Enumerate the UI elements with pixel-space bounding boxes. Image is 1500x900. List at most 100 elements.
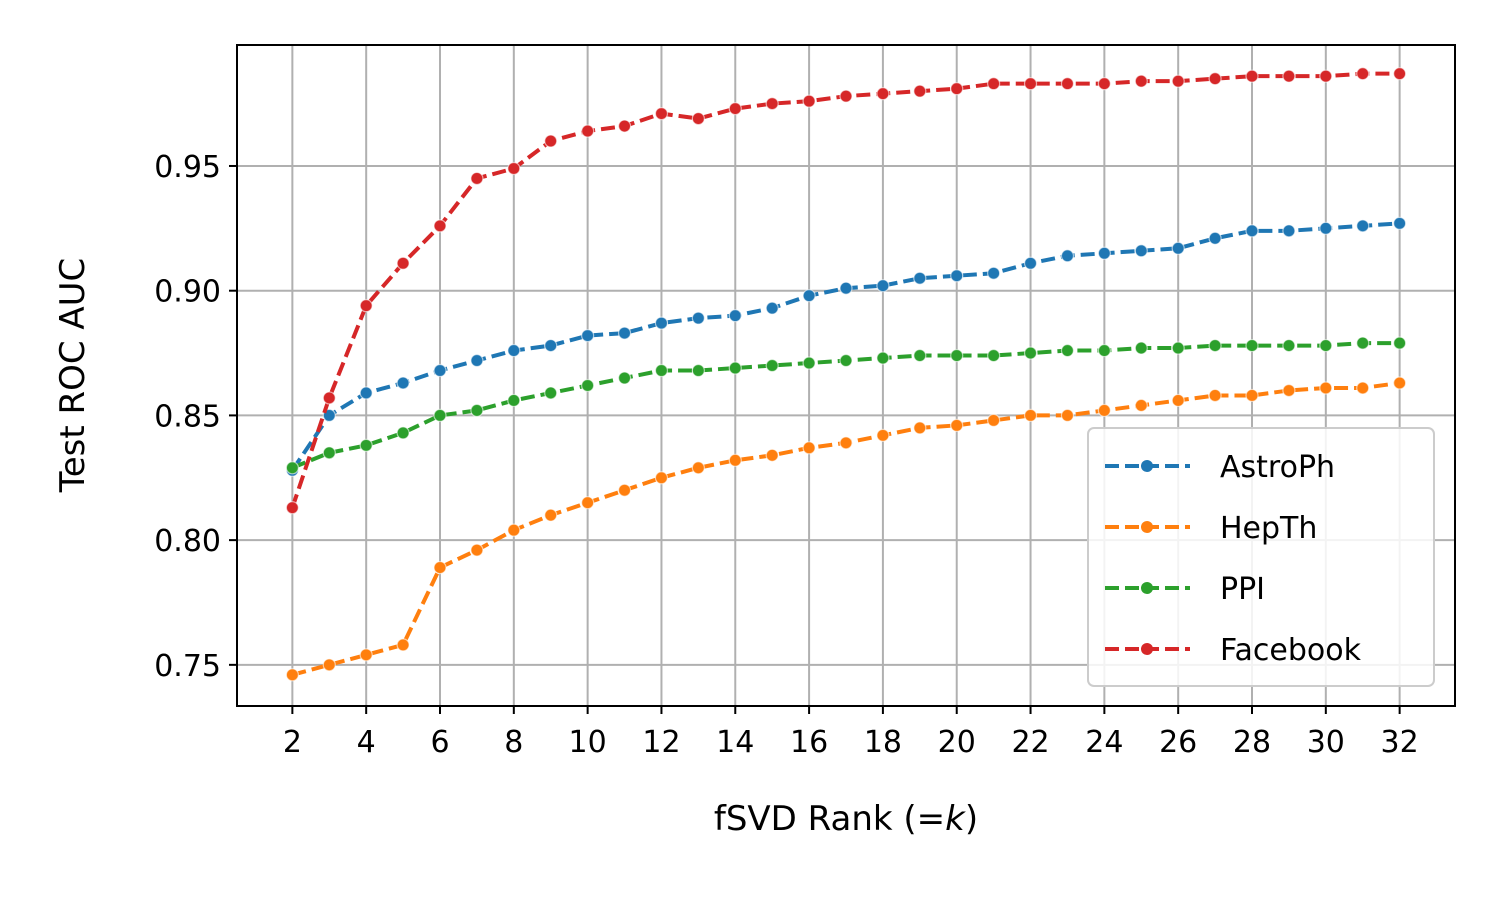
data-point — [728, 309, 742, 323]
data-point — [1208, 231, 1222, 245]
x-axis-label-main: fSVD Rank (= — [714, 799, 945, 839]
data-point — [1171, 241, 1185, 255]
x-tick-label: 24 — [1085, 725, 1123, 760]
legend-marker-ppi — [1141, 582, 1153, 594]
data-point — [913, 84, 927, 98]
data-point — [544, 386, 558, 400]
data-point — [802, 289, 816, 303]
data-point — [1393, 67, 1407, 81]
data-point — [507, 343, 521, 358]
data-point — [654, 106, 669, 121]
data-point — [1134, 341, 1148, 355]
data-point — [396, 256, 410, 270]
y-axis-label: Test ROC AUC — [53, 258, 93, 494]
legend-marker-facebook — [1141, 643, 1153, 655]
data-point — [1060, 408, 1075, 423]
data-point — [728, 453, 742, 467]
data-point — [913, 348, 927, 363]
plot-frame — [236, 44, 1456, 707]
data-point — [950, 82, 964, 96]
data-point — [285, 668, 299, 682]
x-tick-label: 26 — [1159, 725, 1197, 760]
data-point — [839, 436, 853, 450]
x-tick-label: 4 — [357, 725, 376, 760]
data-point — [359, 438, 373, 452]
data-point — [1097, 77, 1111, 91]
data-point — [765, 301, 779, 315]
data-point — [1356, 381, 1370, 395]
legend-marker-astroph — [1141, 460, 1153, 472]
data-point — [433, 560, 447, 575]
data-point — [322, 391, 336, 405]
data-point — [1282, 69, 1296, 83]
data-point — [544, 134, 558, 148]
data-point — [1023, 256, 1038, 270]
legend-label-facebook: Facebook — [1220, 633, 1362, 668]
data-point — [802, 441, 816, 455]
x-tick-label: 32 — [1381, 725, 1419, 760]
data-point — [359, 299, 373, 313]
data-point — [765, 448, 779, 462]
data-point — [691, 111, 705, 126]
data-point — [950, 418, 964, 432]
x-axis-ticks: 2 4 6 8 10 12 14 16 18 20 22 24 26 28 30 32 — [283, 706, 1419, 760]
x-axis-label-k: k — [945, 799, 966, 839]
data-point — [950, 269, 964, 283]
data-point — [802, 356, 816, 370]
legend-label-astroph: AstroPh — [1220, 450, 1335, 485]
data-point — [987, 77, 1001, 91]
data-point — [359, 386, 373, 400]
data-point — [987, 348, 1001, 363]
data-point — [617, 326, 632, 340]
x-tick-label: 16 — [790, 725, 828, 760]
data-point — [285, 461, 299, 475]
data-point — [507, 523, 521, 537]
y-tick-label: 0.80 — [154, 524, 221, 559]
data-point — [876, 87, 890, 101]
series-hepth — [285, 376, 1407, 682]
data-point — [617, 483, 632, 497]
data-point — [1023, 77, 1038, 91]
data-point — [802, 94, 816, 108]
data-point — [1060, 249, 1075, 263]
data-point — [470, 403, 484, 418]
data-point — [1171, 341, 1185, 355]
data-point — [1060, 77, 1075, 91]
data-point — [1134, 244, 1148, 258]
data-point — [1356, 219, 1370, 233]
x-axis-label: fSVD Rank (=k) — [714, 799, 978, 839]
data-point — [322, 658, 336, 672]
data-point — [1023, 346, 1038, 360]
series-ppi — [285, 336, 1407, 475]
x-tick-label: 8 — [504, 725, 523, 760]
data-point — [1245, 338, 1259, 353]
data-point — [1319, 381, 1333, 395]
data-point — [765, 358, 779, 373]
data-point — [691, 311, 705, 325]
data-point — [1134, 74, 1148, 88]
legend-marker-hepth — [1141, 521, 1153, 533]
data-point — [913, 421, 927, 435]
data-point — [396, 638, 410, 652]
data-point — [728, 102, 742, 116]
data-point — [728, 361, 742, 375]
data-point — [654, 471, 669, 485]
data-point — [433, 363, 447, 378]
legend-box — [1087, 427, 1435, 687]
y-tick-label: 0.85 — [154, 399, 221, 434]
data-point — [1097, 343, 1111, 358]
data-point — [1208, 338, 1222, 353]
data-point — [470, 543, 484, 557]
legend-label-ppi: PPI — [1220, 572, 1265, 607]
data-point — [433, 408, 447, 423]
data-point — [507, 161, 521, 176]
data-point — [765, 97, 779, 111]
data-point — [987, 413, 1001, 427]
data-point — [1356, 336, 1370, 350]
legend: AstroPh HepTh PPI Facebook — [1087, 427, 1435, 687]
data-point — [544, 508, 558, 522]
legend-label-hepth: HepTh — [1220, 511, 1317, 546]
x-tick-label: 6 — [430, 725, 449, 760]
